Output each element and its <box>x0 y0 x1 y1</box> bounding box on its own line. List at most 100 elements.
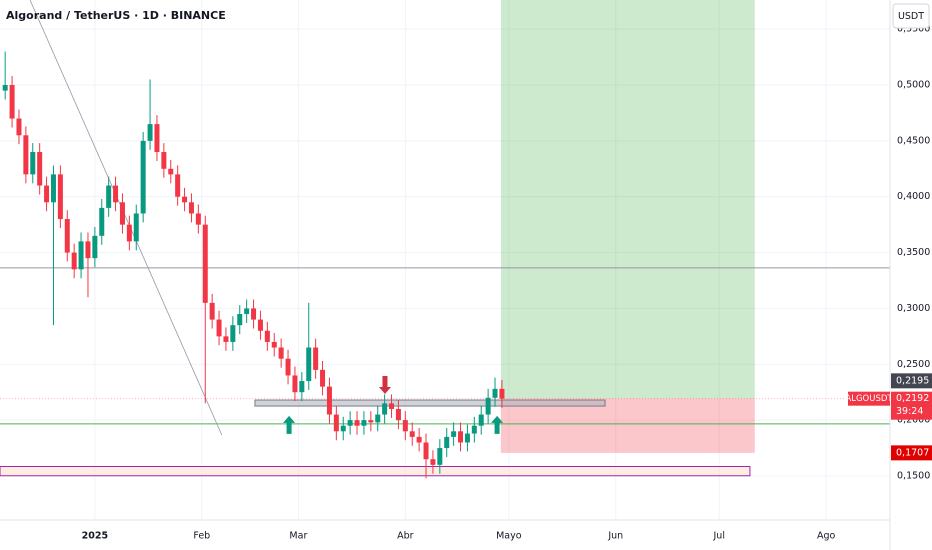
candle-body <box>23 135 29 175</box>
candle-body <box>416 436 422 443</box>
candle-body <box>30 152 36 175</box>
candle-body <box>50 174 56 203</box>
candle-body <box>340 425 346 432</box>
candle-body <box>147 124 153 141</box>
countdown-label: 39:24 <box>896 406 923 417</box>
stop-price-label: 0,1707 <box>896 447 929 458</box>
currency-label[interactable]: USDT <box>898 11 924 22</box>
stop-price-badge <box>891 445 932 461</box>
candle-body <box>175 174 181 197</box>
x-tick-label: Jul <box>713 531 725 542</box>
candle-body <box>37 152 43 186</box>
arrow-marker <box>491 415 504 434</box>
candle-body <box>182 196 188 203</box>
candle-body <box>389 403 395 409</box>
candle-body <box>423 442 429 460</box>
candle-body <box>99 207 105 236</box>
axes: 0,1500 0,2000 0,2500 0,3000 0,3500 0,4000 0,45… <box>0 24 932 542</box>
currency-button[interactable] <box>892 3 930 29</box>
last-price-badge <box>891 391 932 420</box>
x-tick-label: 2025 <box>82 531 108 542</box>
candle-body <box>313 347 319 370</box>
candle-body <box>161 152 167 169</box>
symbol-label: ALGOUSDT <box>845 394 893 404</box>
candle-body <box>409 431 415 437</box>
candle-body <box>44 185 50 203</box>
candle-body <box>437 448 443 465</box>
candle-body <box>306 347 312 382</box>
position-loss-zone <box>500 398 755 453</box>
y-tick-label: 0,3000 <box>897 303 930 314</box>
candle-body <box>354 420 360 426</box>
candle-body <box>223 336 229 342</box>
candle-body <box>464 433 470 443</box>
x-tick-label: Abr <box>397 531 414 542</box>
symbol-badge <box>848 391 890 406</box>
position-profit-zone <box>500 0 755 399</box>
candle-body <box>78 241 84 270</box>
candle-body <box>202 224 208 303</box>
candle-body <box>119 202 125 225</box>
candle-body <box>126 224 132 242</box>
zone <box>0 465 751 477</box>
plot-area <box>0 0 890 479</box>
candle-body <box>106 185 112 208</box>
candle-body <box>299 381 305 393</box>
candle-body <box>395 408 401 421</box>
trendline <box>29 0 223 436</box>
candle-body <box>264 330 270 342</box>
candle-body <box>492 388 498 398</box>
last-price-label: 0,2192 <box>896 393 929 404</box>
arrow-marker <box>283 415 296 434</box>
arrow-marker <box>378 375 391 394</box>
candle-body <box>64 219 70 253</box>
candle-body <box>326 386 332 415</box>
candle-body <box>16 118 22 136</box>
candle-body <box>430 459 436 465</box>
zone <box>254 399 606 407</box>
candle-body <box>320 369 326 387</box>
y-tick-label: 0,1500 <box>897 470 930 481</box>
candle-body <box>9 85 15 119</box>
candle-body <box>257 319 263 331</box>
candle-body <box>382 403 388 415</box>
x-tick-label: Ago <box>817 531 836 542</box>
candle-body <box>168 168 174 175</box>
candle-body <box>478 414 484 426</box>
candle-body <box>85 241 91 259</box>
candle-body <box>278 347 284 359</box>
candle-body <box>499 388 505 399</box>
candle-body <box>471 425 477 434</box>
symbol-title: Algorand / TetherUS · 1D · BINANCE <box>6 9 226 22</box>
y-tick-label: 0,4500 <box>897 135 930 146</box>
candle-body <box>92 235 98 259</box>
candle-body <box>2 85 8 91</box>
candle-body <box>333 414 339 432</box>
candle-body <box>361 420 367 426</box>
y-tick-label: 0,4000 <box>897 191 930 202</box>
candle-body <box>251 308 257 320</box>
candle-body <box>209 302 215 320</box>
candle-body <box>57 174 63 220</box>
candle-body <box>285 358 291 376</box>
candle-body <box>458 431 464 443</box>
y-tick-label: 0,2500 <box>897 359 930 370</box>
candle-body <box>402 420 408 432</box>
x-tick-label: Mar <box>289 531 307 542</box>
y-tick-label: 0,3500 <box>897 247 930 258</box>
candle-body <box>216 319 222 337</box>
candle-body <box>230 325 236 342</box>
entry-price-badge <box>891 373 932 389</box>
candle-body <box>347 420 353 426</box>
x-tick-label: Mayo <box>496 531 522 542</box>
candle-body <box>485 397 491 415</box>
y-tick-label: 0,2000 <box>897 415 930 426</box>
candle-body <box>133 213 139 242</box>
entry-price-label: 0,2195 <box>896 375 929 386</box>
candle-body <box>154 124 160 153</box>
candle-body <box>188 202 194 214</box>
candle-body <box>140 140 146 214</box>
candle-body <box>271 341 277 348</box>
